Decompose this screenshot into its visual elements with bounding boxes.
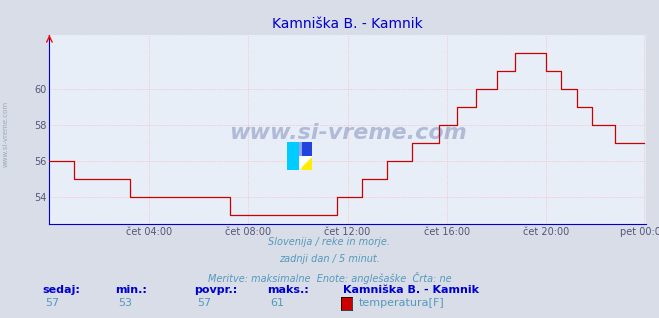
Text: www.si-vreme.com: www.si-vreme.com <box>2 100 9 167</box>
Text: sedaj:: sedaj: <box>43 285 80 295</box>
Text: 61: 61 <box>270 299 284 308</box>
Polygon shape <box>299 142 302 170</box>
Text: Slovenija / reke in morje.: Slovenija / reke in morje. <box>268 237 391 247</box>
Polygon shape <box>299 142 312 156</box>
Text: Kamniška B. - Kamnik: Kamniška B. - Kamnik <box>343 285 478 295</box>
Text: Meritve: maksimalne  Enote: anglešaške  Črta: ne: Meritve: maksimalne Enote: anglešaške Čr… <box>208 272 451 284</box>
Text: zadnji dan / 5 minut.: zadnji dan / 5 minut. <box>279 254 380 264</box>
Title: Kamniška B. - Kamnik: Kamniška B. - Kamnik <box>272 17 423 31</box>
Text: min.:: min.: <box>115 285 147 295</box>
Text: temperatura[F]: temperatura[F] <box>359 299 445 308</box>
Text: 53: 53 <box>118 299 132 308</box>
Text: 57: 57 <box>45 299 60 308</box>
Text: maks.:: maks.: <box>267 285 308 295</box>
Text: 57: 57 <box>197 299 212 308</box>
Text: povpr.:: povpr.: <box>194 285 238 295</box>
Polygon shape <box>287 142 299 170</box>
Polygon shape <box>299 157 312 170</box>
Text: www.si-vreme.com: www.si-vreme.com <box>229 123 467 143</box>
